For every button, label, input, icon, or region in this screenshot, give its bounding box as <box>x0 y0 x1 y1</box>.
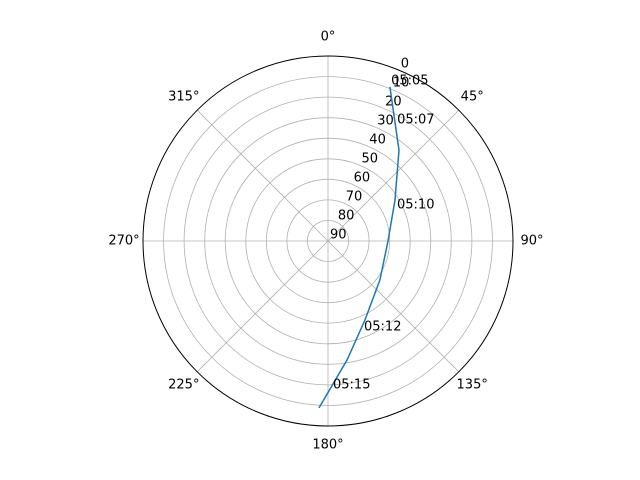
theta-tick-label: 180° <box>312 438 343 453</box>
time-annotation: 05:15 <box>333 378 370 393</box>
r-tick-label: 80 <box>338 209 355 224</box>
theta-tick-label: 270° <box>108 234 139 249</box>
grid-line <box>327 109 460 242</box>
grid-line <box>196 109 329 242</box>
grid-circle <box>286 199 370 283</box>
grid-circle <box>204 117 452 365</box>
time-annotation: 05:05 <box>391 73 428 88</box>
theta-tick-label: 135° <box>457 378 488 393</box>
time-annotation: 05:12 <box>364 320 401 335</box>
grid-circle <box>306 219 349 262</box>
r-tick-label: 70 <box>346 190 363 205</box>
theta-tick-label: 45° <box>461 89 484 104</box>
grid-circle <box>245 158 411 324</box>
time-annotation: 05:07 <box>397 112 434 127</box>
grid-line <box>327 240 460 373</box>
theta-tick-label: 0° <box>321 30 336 45</box>
grid-circle <box>224 137 432 345</box>
r-tick-label: 90 <box>330 228 347 243</box>
grid-line <box>196 240 329 373</box>
r-tick-label: 0 <box>401 57 409 72</box>
r-tick-label: 50 <box>362 152 379 167</box>
r-tick-label: 10 <box>393 76 410 91</box>
r-tick-label: 30 <box>377 114 394 129</box>
theta-tick-label: 315° <box>168 89 199 104</box>
track-line <box>318 86 400 409</box>
r-tick-label: 60 <box>354 171 371 186</box>
theta-tick-label: 90° <box>520 234 543 249</box>
time-annotation: 05:10 <box>397 197 434 212</box>
r-tick-label: 40 <box>369 133 386 148</box>
grid-circle <box>163 76 493 406</box>
grid-circle <box>183 96 473 386</box>
r-tick-label: 20 <box>385 95 402 110</box>
plot-frame <box>142 55 514 427</box>
grid-circle <box>265 178 391 304</box>
theta-tick-label: 225° <box>168 378 199 393</box>
